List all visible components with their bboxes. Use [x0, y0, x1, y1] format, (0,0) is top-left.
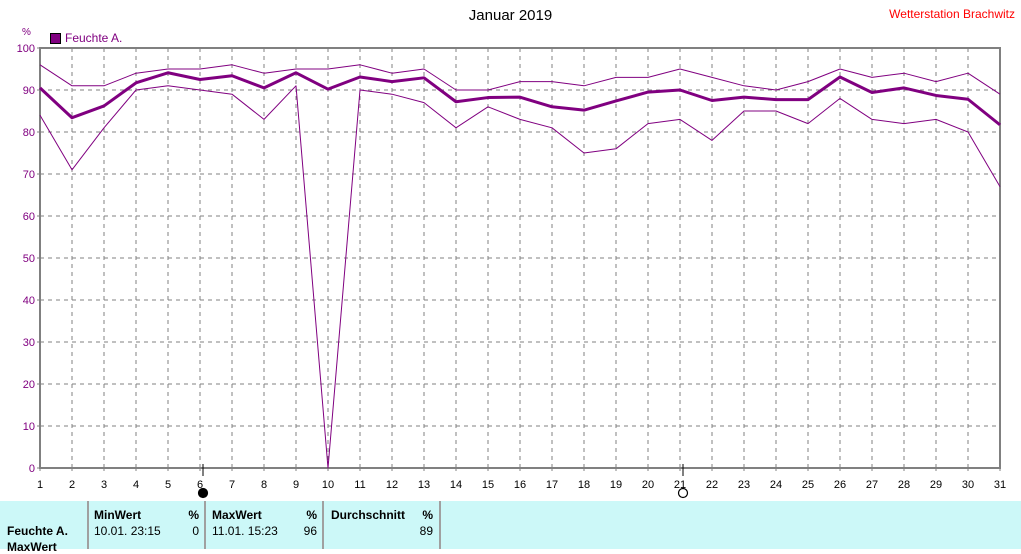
avg-cell: Durchschnitt % 89 [322, 501, 441, 549]
min-value: 0 [192, 524, 199, 538]
row-label: Feuchte A. [7, 524, 68, 538]
min-unit: % [188, 508, 199, 522]
x-tick-label: 7 [229, 479, 235, 491]
x-tick-label: 23 [738, 479, 750, 491]
x-tick-label: 9 [293, 479, 299, 491]
x-tick-label: 5 [165, 479, 171, 491]
x-tick-label: 18 [578, 479, 590, 491]
y-axis-unit: % [22, 27, 31, 38]
x-tick-label: 1 [37, 479, 43, 491]
max-value: 96 [304, 524, 317, 538]
x-tick-label: 8 [261, 479, 267, 491]
y-tick-label: 70 [23, 169, 35, 181]
summary-table: Feuchte A. MaxWert MinWert % 10.01. 23:1… [0, 501, 1021, 549]
y-tick-label: 50 [23, 253, 35, 265]
x-tick-label: 16 [514, 479, 526, 491]
y-tick-label: 0 [29, 463, 35, 475]
x-tick-label: 13 [418, 479, 430, 491]
min-header: MinWert [94, 508, 141, 522]
x-tick-label: 26 [834, 479, 846, 491]
avg-value: 89 [420, 524, 433, 538]
max-header: MaxWert [212, 508, 262, 522]
x-tick-label: 11 [354, 479, 365, 491]
max-unit: % [306, 508, 317, 522]
x-tick-label: 17 [546, 479, 558, 491]
avg-unit: % [422, 508, 433, 522]
row-label-2: MaxWert [7, 540, 57, 554]
min-cell: MinWert % 10.01. 23:15 0 [87, 501, 205, 549]
y-tick-label: 20 [23, 379, 35, 391]
x-tick-label: 24 [770, 479, 782, 491]
chart-title: Januar 2019 [0, 7, 1021, 24]
x-tick-label: 15 [482, 479, 494, 491]
y-tick-label: 90 [23, 85, 35, 97]
y-tick-label: 80 [23, 127, 35, 139]
x-tick-label: 3 [101, 479, 107, 491]
x-tick-label: 4 [133, 479, 139, 491]
x-tick-label: 29 [930, 479, 942, 491]
y-tick-label: 100 [17, 43, 35, 55]
y-tick-label: 60 [23, 211, 35, 223]
x-tick-label: 28 [898, 479, 910, 491]
y-tick-label: 30 [23, 337, 35, 349]
max-cell: MaxWert % 11.01. 15:23 96 [204, 501, 323, 549]
x-tick-label: 12 [386, 479, 398, 491]
x-tick-label: 30 [962, 479, 974, 491]
legend-swatch [50, 33, 61, 44]
x-tick-label: 10 [322, 479, 334, 491]
x-tick-label: 25 [802, 479, 814, 491]
full-moon-icon [199, 489, 208, 498]
y-tick-label: 10 [23, 421, 35, 433]
x-tick-label: 14 [450, 479, 462, 491]
legend-label: Feuchte A. [65, 31, 122, 45]
x-tick-label: 2 [69, 479, 75, 491]
max-date: 11.01. 15:23 [212, 524, 278, 538]
x-tick-label: 19 [610, 479, 622, 491]
new-moon-icon [679, 489, 688, 498]
avg-header: Durchschnitt [331, 508, 405, 522]
y-tick-label: 40 [23, 295, 35, 307]
x-tick-label: 31 [994, 479, 1006, 491]
x-tick-label: 20 [642, 479, 654, 491]
x-tick-label: 22 [706, 479, 718, 491]
min-date: 10.01. 23:15 [94, 524, 161, 538]
legend: Feuchte A. [50, 31, 122, 45]
station-name: Wetterstation Brachwitz [889, 7, 1015, 21]
x-tick-label: 27 [866, 479, 878, 491]
